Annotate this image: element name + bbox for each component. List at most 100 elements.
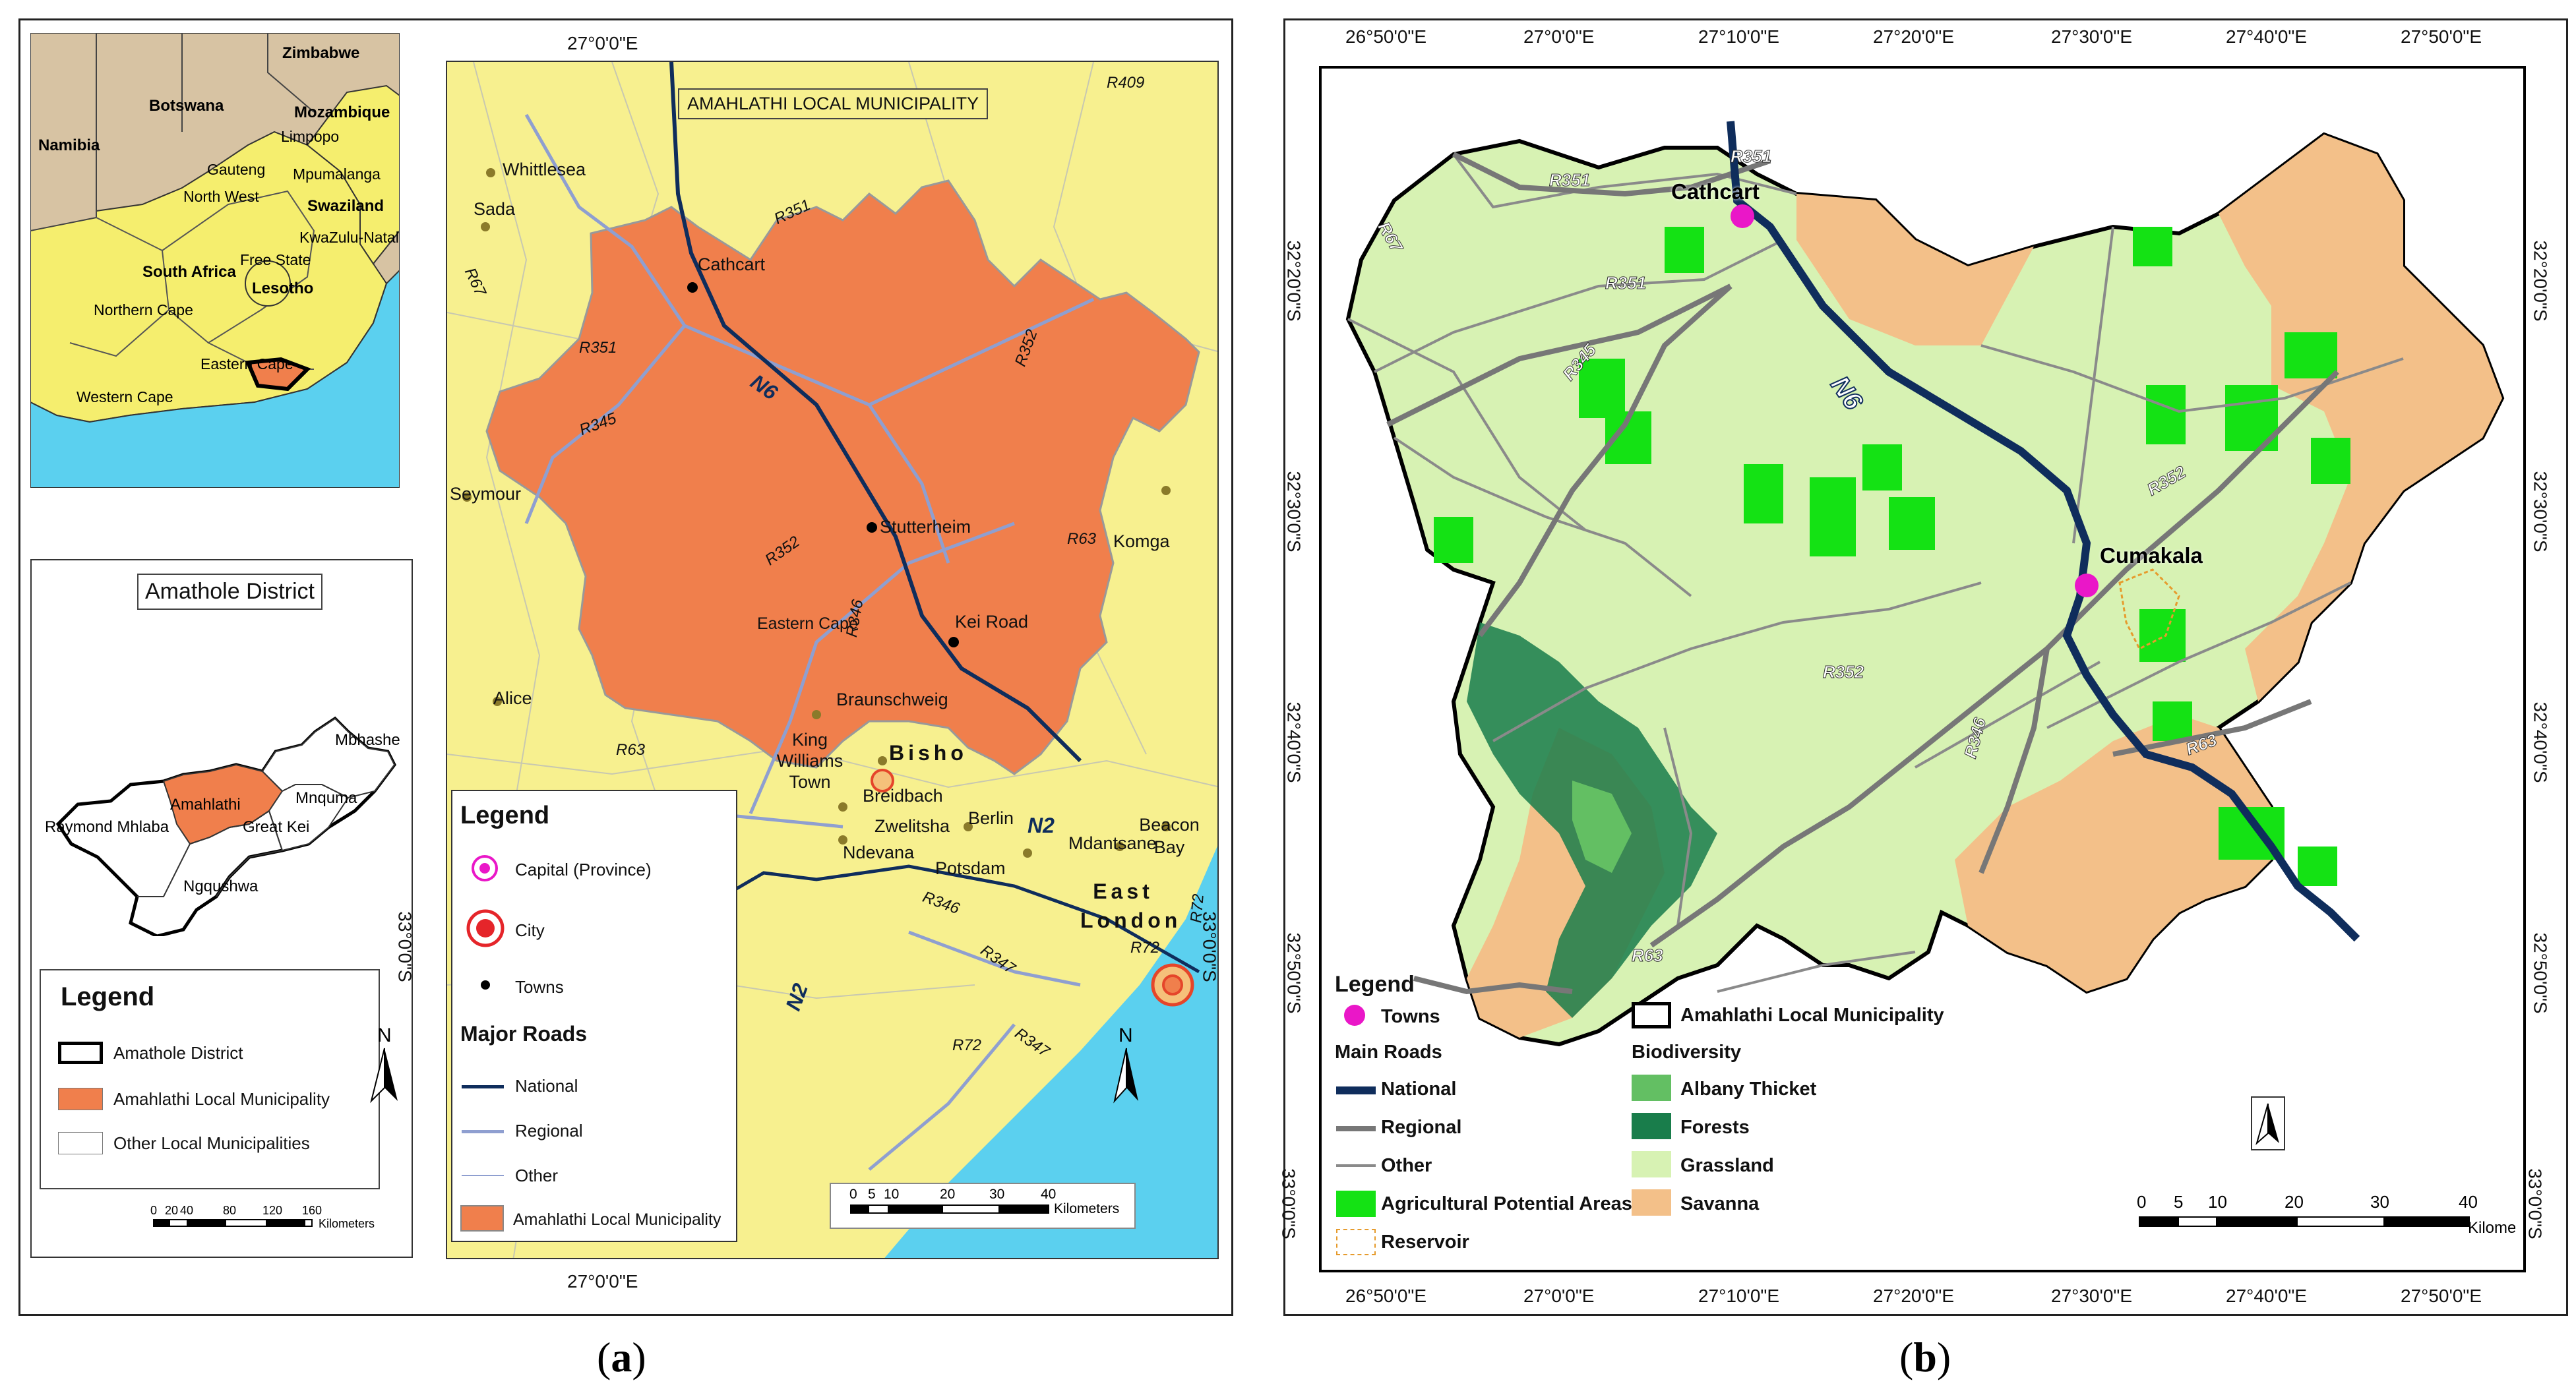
legend-b-swatch-reservoir bbox=[1336, 1229, 1376, 1255]
coord-a-bottom: 27°0'0"E bbox=[567, 1271, 638, 1292]
town-beacon-bay: Beacon Bay bbox=[1139, 815, 1200, 857]
legend-b-other: Other bbox=[1381, 1155, 1432, 1176]
town-sada: Sada bbox=[474, 199, 516, 219]
legend-b-savanna: Savanna bbox=[1680, 1193, 1760, 1214]
city-east-london: East London bbox=[1080, 879, 1182, 932]
road-r72-east: R72 bbox=[1130, 939, 1160, 957]
label-mnquma: Mnquma bbox=[295, 789, 357, 807]
label-northern-cape: Northern Cape bbox=[94, 301, 193, 318]
coord-b-right-1: 32°20'0"S bbox=[2530, 240, 2551, 322]
legend-b-towns: Towns bbox=[1381, 1006, 1440, 1027]
coord-b-bottom-1: 26°50'0"E bbox=[1345, 1286, 1427, 1306]
coord-b-top-5: 27°30'0"E bbox=[2051, 26, 2133, 47]
legend-swatch-amahlathi-main bbox=[460, 1205, 504, 1232]
towns-dot-icon bbox=[481, 980, 490, 990]
southern-africa-map: Zimbabwe Botswana Namibia Mozambique Swa… bbox=[30, 32, 400, 489]
main-north-arrow-icon: N bbox=[1113, 1025, 1138, 1104]
legend-b-biodiversity: Biodiversity bbox=[1632, 1042, 1741, 1063]
coord-b-top-6: 27°40'0"E bbox=[2226, 26, 2308, 47]
town-zwelitsha: Zwelitsha bbox=[874, 816, 950, 836]
label-ngqushwa: Ngqushwa bbox=[183, 877, 259, 895]
road-b-r351-low: R351 bbox=[1605, 273, 1647, 293]
svg-text:40: 40 bbox=[2459, 1192, 2478, 1212]
svg-text:N: N bbox=[1119, 1025, 1133, 1046]
svg-text:Kilometers: Kilometers bbox=[1054, 1201, 1119, 1216]
main-scale-bar: 0 5 10 20 30 40 Kilometers bbox=[849, 1187, 1119, 1216]
legend-swatch-amahlathi bbox=[58, 1088, 103, 1110]
road-b-r63-west: R63 bbox=[1632, 945, 1664, 966]
svg-text:20: 20 bbox=[165, 1204, 178, 1217]
label-eastern-cape: Eastern Cape bbox=[200, 355, 293, 372]
inset-southern-africa: Zimbabwe Botswana Namibia Mozambique Swa… bbox=[30, 32, 400, 489]
caption-b: (b) bbox=[1899, 1334, 1951, 1381]
legend-line-other bbox=[462, 1175, 504, 1176]
legend-b-regional: Regional bbox=[1381, 1117, 1462, 1138]
legend-b-line-other bbox=[1336, 1164, 1376, 1167]
coord-a-right: 33°0'0"S bbox=[1199, 911, 1220, 982]
town-cathcart: Cathcart bbox=[698, 254, 766, 274]
legend-line-regional bbox=[462, 1130, 504, 1133]
coord-b-left-5: 33°0'0"S bbox=[1278, 1168, 1299, 1239]
legend-b-swatch-grassland bbox=[1632, 1151, 1671, 1177]
town-whittlesea: Whittlesea bbox=[503, 160, 586, 179]
town-berlin: Berlin bbox=[968, 808, 1014, 828]
panel-a-frame bbox=[18, 18, 1233, 1316]
city-bisho: Bisho bbox=[889, 741, 967, 765]
road-b-r351-top: R351 bbox=[1730, 146, 1772, 167]
label-botswana: Botswana bbox=[149, 97, 224, 115]
town-seymour: Seymour bbox=[450, 484, 522, 504]
label-mozambique: Mozambique bbox=[294, 104, 390, 121]
label-south-africa: South Africa bbox=[142, 263, 236, 281]
town-mdantsane: Mdantsane bbox=[1068, 833, 1157, 853]
coord-a-left: 33°0'0"S bbox=[394, 911, 415, 982]
town-komga: Komga bbox=[1113, 531, 1170, 551]
town-stutterheim: Stutterheim bbox=[880, 517, 971, 537]
district-title: Amathole District bbox=[137, 574, 322, 610]
district-north-arrow-icon: N bbox=[370, 1025, 398, 1104]
legend-b-swatch-agri bbox=[1336, 1191, 1376, 1217]
svg-text:30: 30 bbox=[989, 1187, 1004, 1202]
legend-b-grassland: Grassland bbox=[1680, 1155, 1774, 1176]
coord-b-right-3: 32°40'0"S bbox=[2530, 701, 2551, 783]
main-legend-title: Legend bbox=[460, 802, 550, 829]
legend-b-reservoir: Reservoir bbox=[1381, 1232, 1469, 1253]
legend-roads-title: Major Roads bbox=[460, 1022, 588, 1046]
road-n2-east: N2 bbox=[1027, 814, 1055, 837]
main-map-a: AMAHLATHI LOCAL MUNICIPALITY Whittlesea … bbox=[446, 61, 1219, 1259]
svg-text:10: 10 bbox=[884, 1187, 899, 1202]
legend-b-line-national bbox=[1336, 1086, 1376, 1094]
label-eastern-cape-main: Eastern Cape bbox=[757, 614, 858, 633]
coord-b-top-2: 27°0'0"E bbox=[1523, 26, 1595, 47]
svg-text:Kilometers: Kilometers bbox=[2468, 1219, 2515, 1237]
coord-b-bottom-5: 27°30'0"E bbox=[2051, 1286, 2133, 1306]
coord-b-bottom-4: 27°20'0"E bbox=[1873, 1286, 1955, 1306]
legend-label-other: Other bbox=[515, 1166, 559, 1185]
road-b-r351-mid: R351 bbox=[1549, 170, 1591, 191]
legend-label-amahlathi-main: Amahlathi Local Municipality bbox=[513, 1210, 721, 1229]
main-map-b: Cathcart Cumakala R351 R351 R351 R67 R34… bbox=[1319, 66, 2526, 1272]
road-r72-south: R72 bbox=[952, 1036, 982, 1054]
svg-text:Kilometers: Kilometers bbox=[319, 1217, 375, 1230]
inset-amathole-district: Amathole District Mbhashe Mnquma Amahlat… bbox=[30, 559, 413, 1258]
legend-label-amahlathi: Amahlathi Local Municipality bbox=[113, 1089, 330, 1109]
svg-text:10: 10 bbox=[2208, 1192, 2227, 1212]
label-mbhashe: Mbhashe bbox=[335, 731, 400, 749]
label-north-west: North West bbox=[183, 188, 259, 205]
coord-b-left-1: 32°20'0"S bbox=[1283, 240, 1304, 322]
main-map-title: AMAHLATHI LOCAL MUNICIPALITY bbox=[678, 88, 989, 119]
district-legend: Legend Amathole District Amahlathi Local… bbox=[40, 969, 380, 1189]
legend-b-main-roads: Main Roads bbox=[1335, 1042, 1442, 1063]
coord-b-top-7: 27°50'0"E bbox=[2401, 26, 2482, 47]
coord-a-top: 27°0'0"E bbox=[567, 33, 638, 53]
label-amahlathi-district: Amahlathi bbox=[170, 796, 241, 814]
label-namibia: Namibia bbox=[38, 136, 100, 154]
label-free-state: Free State bbox=[240, 251, 311, 268]
svg-text:20: 20 bbox=[2285, 1192, 2304, 1212]
town-kei-road: Kei Road bbox=[955, 612, 1029, 632]
coords-b-bottom: 26°50'0"E 27°0'0"E 27°10'0"E 27°20'0"E 2… bbox=[1319, 1286, 2546, 1312]
legend-label-district: Amathole District bbox=[113, 1043, 243, 1063]
town-king-williams-town: King Williams Town bbox=[776, 730, 843, 792]
legend-b-agri: Agricultural Potential Areas bbox=[1381, 1193, 1632, 1214]
legend-b-swatch-forests bbox=[1632, 1113, 1671, 1139]
label-limpopo: Limpopo bbox=[281, 128, 339, 145]
